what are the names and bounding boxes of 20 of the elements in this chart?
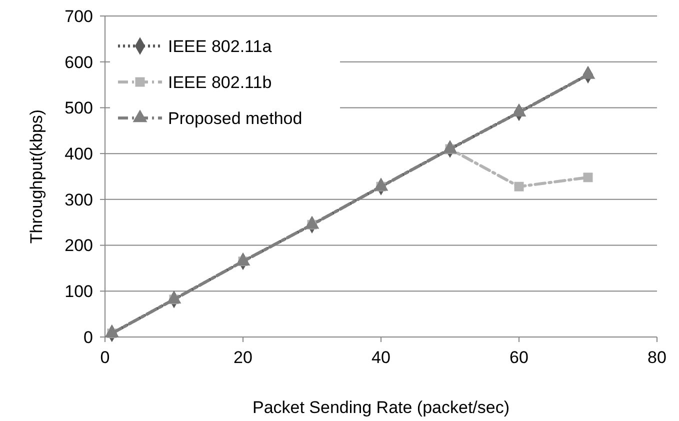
point (583, 172, 593, 182)
y-tick-label: 400 (64, 144, 93, 164)
x-tick-label: 20 (234, 348, 252, 367)
legend-label: Proposed method (168, 108, 302, 128)
legend-label: IEEE 802.11a (168, 36, 272, 56)
y-tick-label: 0 (84, 328, 93, 347)
x-tick-label: 0 (100, 348, 110, 367)
y-axis-title: Throughput(kbps) (27, 109, 46, 244)
y-tick-label: 100 (64, 282, 93, 302)
y-tick-label: 700 (64, 6, 93, 26)
y-tick-label: 600 (64, 52, 93, 72)
point (514, 182, 524, 192)
y-tick-label: 200 (64, 236, 93, 256)
y-tick-label: 500 (64, 98, 93, 118)
x-tick-label: 80 (648, 348, 666, 367)
legend-label: IEEE 802.11b (168, 72, 272, 92)
x-tick-label: 60 (510, 348, 528, 367)
x-tick-label: 40 (372, 348, 390, 367)
x-axis-title: Packet Sending Rate (packet/sec) (252, 398, 510, 417)
y-tick-label: 300 (64, 190, 93, 210)
